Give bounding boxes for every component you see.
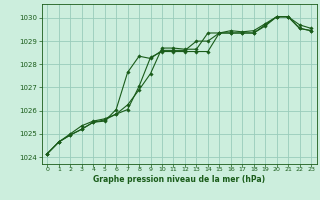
X-axis label: Graphe pression niveau de la mer (hPa): Graphe pression niveau de la mer (hPa) <box>93 175 265 184</box>
